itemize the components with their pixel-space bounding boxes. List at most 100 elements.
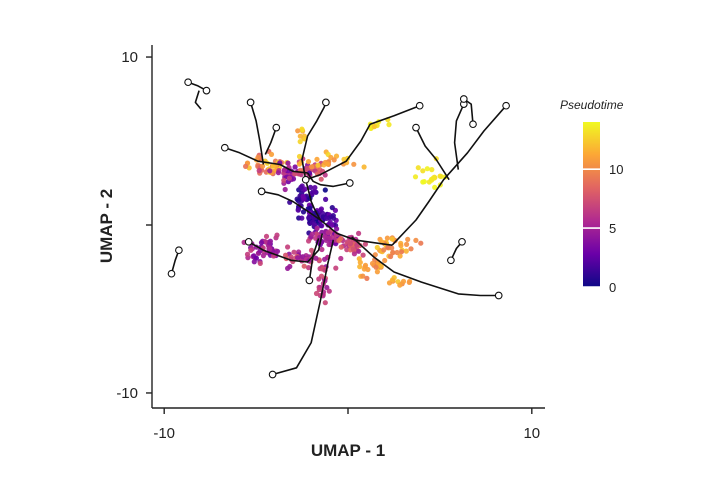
- cell-point: [316, 287, 322, 293]
- cell-point: [295, 255, 301, 261]
- cell-point: [388, 253, 394, 260]
- trajectory-endpoint: [458, 237, 466, 246]
- cell-point: [338, 244, 344, 250]
- cell-point: [329, 205, 335, 211]
- cell-point: [302, 186, 308, 192]
- cell-point: [389, 277, 396, 283]
- trajectory-endpoint: [202, 86, 211, 95]
- cell-point: [420, 179, 426, 185]
- cell-point: [285, 265, 291, 271]
- y-tick-label: 10: [121, 49, 138, 66]
- trajectory-endpoint: [305, 276, 314, 285]
- cell-point: [298, 184, 304, 190]
- trajectory-endpoint: [447, 256, 455, 265]
- cell-point: [266, 240, 273, 246]
- cell-point: [295, 198, 301, 204]
- cell-point: [334, 226, 340, 232]
- trajectory-endpoint: [184, 78, 192, 87]
- trajectory-endpoint: [175, 246, 183, 255]
- cell-point: [309, 231, 315, 237]
- cell-point: [299, 126, 305, 132]
- cell-point: [390, 249, 396, 256]
- cell-point: [274, 248, 281, 254]
- cell-point: [296, 153, 303, 160]
- cell-point: [267, 246, 273, 252]
- cell-point: [333, 265, 339, 271]
- cell-point: [295, 128, 301, 134]
- cell-point: [400, 278, 407, 284]
- cell-point: [258, 240, 265, 246]
- cell-point: [378, 263, 384, 269]
- cell-point: [404, 241, 410, 247]
- cell-point: [296, 161, 302, 167]
- cell-point: [374, 269, 380, 275]
- cell-point: [285, 160, 291, 166]
- cell-point: [323, 237, 329, 243]
- trajectory-endpoints: [167, 78, 510, 379]
- cell-point: [354, 242, 360, 248]
- x-tick-label: 10: [523, 425, 540, 442]
- trajectory-line: [351, 236, 499, 297]
- cell-point: [418, 240, 424, 246]
- cell-point: [316, 276, 322, 282]
- cell-point: [408, 246, 414, 252]
- cell-point: [324, 161, 330, 167]
- cell-point: [274, 232, 280, 238]
- cell-point: [437, 173, 443, 179]
- cell-point: [319, 246, 325, 253]
- legend-title: Pseudotime: [560, 98, 624, 112]
- cell-point: [398, 242, 404, 249]
- cell-point: [257, 260, 263, 266]
- trajectory-line: [391, 105, 507, 246]
- cell-point: [319, 229, 325, 235]
- cell-point: [365, 266, 371, 273]
- cell-point: [248, 247, 254, 253]
- cell-point: [243, 163, 249, 169]
- cell-point: [318, 176, 324, 182]
- cell-point: [281, 167, 288, 173]
- cell-point: [350, 246, 356, 252]
- cell-point: [372, 252, 378, 258]
- axes: -10 10 -10 10: [116, 45, 545, 442]
- trajectory-line: [194, 90, 202, 110]
- cell-point: [406, 279, 412, 285]
- cell-point: [292, 164, 298, 170]
- cell-point: [330, 213, 336, 219]
- cell-point: [307, 205, 313, 211]
- cell-point: [429, 167, 435, 173]
- cell-point: [325, 230, 331, 236]
- trajectory-line: [304, 179, 322, 221]
- cell-point: [255, 154, 261, 160]
- trajectory-endpoint: [415, 101, 424, 110]
- trajectory-endpoint: [268, 370, 277, 379]
- cell-point: [305, 265, 312, 271]
- cell-point: [324, 284, 330, 291]
- cell-point: [326, 241, 332, 248]
- cell-point: [364, 275, 370, 281]
- cell-point: [369, 260, 376, 267]
- trajectory-endpoint: [459, 95, 468, 103]
- cell-point: [313, 290, 320, 297]
- x-axis-ticks: -10 10: [153, 408, 540, 442]
- cell-point: [362, 241, 368, 247]
- cell-point: [297, 139, 303, 145]
- cell-point: [424, 166, 430, 172]
- cell-point: [415, 165, 421, 171]
- cell-point: [412, 174, 419, 180]
- cell-point: [374, 244, 380, 251]
- cell-point: [314, 225, 320, 231]
- trajectory-line: [224, 146, 308, 174]
- cell-point: [348, 241, 354, 247]
- y-axis-ticks: -10 10: [116, 49, 152, 402]
- cell-point: [384, 235, 390, 241]
- trajectory-line: [415, 127, 450, 181]
- cell-point: [305, 159, 312, 165]
- trajectory-endpoint: [345, 179, 354, 187]
- cell-point: [322, 172, 328, 178]
- trajectory-line: [305, 104, 420, 181]
- x-tick-label: -10: [153, 425, 175, 442]
- cell-point: [295, 207, 301, 213]
- cell-point: [260, 163, 266, 169]
- cell-point: [285, 244, 291, 250]
- cell-point: [413, 237, 419, 243]
